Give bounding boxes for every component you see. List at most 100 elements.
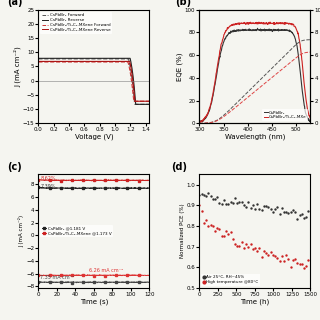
Point	[250, 246, 255, 251]
Point	[268, 249, 273, 254]
Legend: Air 25°C, RH~45%, High temperature @80°C: Air 25°C, RH~45%, High temperature @80°C	[202, 274, 260, 286]
Point	[228, 229, 233, 234]
Point	[288, 265, 293, 270]
Point	[204, 194, 209, 199]
Point	[199, 209, 204, 214]
Point	[206, 191, 211, 196]
Point	[270, 253, 276, 258]
Point	[226, 201, 231, 206]
Point	[266, 204, 271, 210]
Point	[301, 215, 307, 220]
Point	[252, 207, 258, 212]
Point	[244, 205, 249, 210]
Point	[299, 212, 304, 217]
Point	[224, 228, 229, 233]
Legend: CsPbBr₃, CsPbBr₃/Ti₃C₂-MXe: CsPbBr₃, CsPbBr₃/Ti₃C₂-MXe	[262, 109, 308, 121]
X-axis label: Wavelength (nm): Wavelength (nm)	[225, 134, 285, 140]
Point	[277, 212, 282, 217]
Text: (c): (c)	[7, 162, 22, 172]
Point	[292, 256, 298, 261]
Point	[215, 226, 220, 231]
Point	[248, 242, 253, 247]
Point	[197, 192, 202, 197]
Point	[246, 245, 251, 250]
Point	[264, 251, 269, 256]
Point	[206, 224, 211, 229]
Point	[266, 253, 271, 258]
Point	[232, 241, 237, 246]
Point	[281, 259, 286, 264]
Point	[290, 208, 295, 213]
Y-axis label: Normalized PCE (%): Normalized PCE (%)	[180, 204, 185, 259]
Point	[295, 217, 300, 222]
Point	[277, 258, 282, 263]
Text: 7.39%: 7.39%	[40, 184, 56, 189]
Legend: CsPbBr₃ Forward, CsPbBr₃ Reverse, CsPbBr₃/Ti₃C₂-MXene Forward, CsPbBr₃/Ti₃C₂-MXe: CsPbBr₃ Forward, CsPbBr₃ Reverse, CsPbBr…	[41, 12, 112, 34]
Point	[204, 217, 209, 222]
Point	[224, 202, 229, 207]
Point	[250, 202, 255, 207]
Point	[286, 210, 291, 215]
Point	[208, 194, 213, 199]
Point	[286, 257, 291, 262]
Point	[239, 199, 244, 204]
Point	[301, 266, 307, 271]
Y-axis label: J (mA cm⁻²): J (mA cm⁻²)	[19, 215, 25, 247]
Point	[197, 202, 202, 207]
Text: 7.35 mA cm⁻²: 7.35 mA cm⁻²	[40, 275, 75, 280]
Point	[281, 210, 286, 215]
Text: (d): (d)	[172, 162, 188, 172]
Y-axis label: EQE (%): EQE (%)	[177, 52, 183, 81]
Text: (b): (b)	[175, 0, 191, 7]
Point	[257, 246, 262, 251]
Point	[299, 262, 304, 267]
Point	[259, 255, 264, 260]
Point	[235, 243, 240, 248]
Point	[292, 209, 298, 214]
Point	[201, 192, 206, 197]
Point	[306, 208, 311, 213]
Point	[237, 199, 242, 204]
Point	[279, 254, 284, 259]
Point	[210, 224, 215, 229]
Point	[228, 200, 233, 205]
Point	[288, 209, 293, 214]
Text: 6.26 mA cm⁻²: 6.26 mA cm⁻²	[89, 268, 124, 273]
Text: 8.62%: 8.62%	[40, 176, 56, 181]
Point	[304, 263, 309, 268]
Point	[208, 222, 213, 228]
Point	[221, 198, 227, 203]
Point	[255, 248, 260, 253]
Point	[221, 234, 227, 239]
Point	[201, 220, 206, 226]
Point	[257, 207, 262, 212]
Point	[246, 199, 251, 204]
Point	[199, 191, 204, 196]
X-axis label: Voltage (V): Voltage (V)	[75, 134, 113, 140]
Point	[261, 204, 267, 209]
Point	[261, 248, 267, 253]
Point	[219, 201, 224, 206]
Y-axis label: J (mA cm⁻²): J (mA cm⁻²)	[14, 46, 21, 87]
Point	[273, 206, 278, 211]
Legend: CsPbBr₃ @1.181 V, CsPbBr₃/Ti₃C₂-MXene @1.173 V: CsPbBr₃ @1.181 V, CsPbBr₃/Ti₃C₂-MXene @1…	[41, 225, 113, 237]
Point	[217, 226, 222, 231]
Point	[219, 233, 224, 238]
Point	[268, 207, 273, 212]
Point	[217, 201, 222, 206]
Point	[210, 196, 215, 201]
Point	[215, 195, 220, 200]
Point	[244, 242, 249, 247]
Point	[226, 231, 231, 236]
Point	[212, 229, 218, 234]
Point	[230, 236, 235, 241]
Point	[241, 246, 246, 251]
Point	[297, 212, 302, 218]
Point	[284, 252, 289, 257]
Point	[304, 214, 309, 219]
Point	[275, 256, 280, 261]
Point	[270, 209, 276, 214]
Point	[259, 208, 264, 213]
Point	[275, 204, 280, 210]
Point	[295, 260, 300, 265]
